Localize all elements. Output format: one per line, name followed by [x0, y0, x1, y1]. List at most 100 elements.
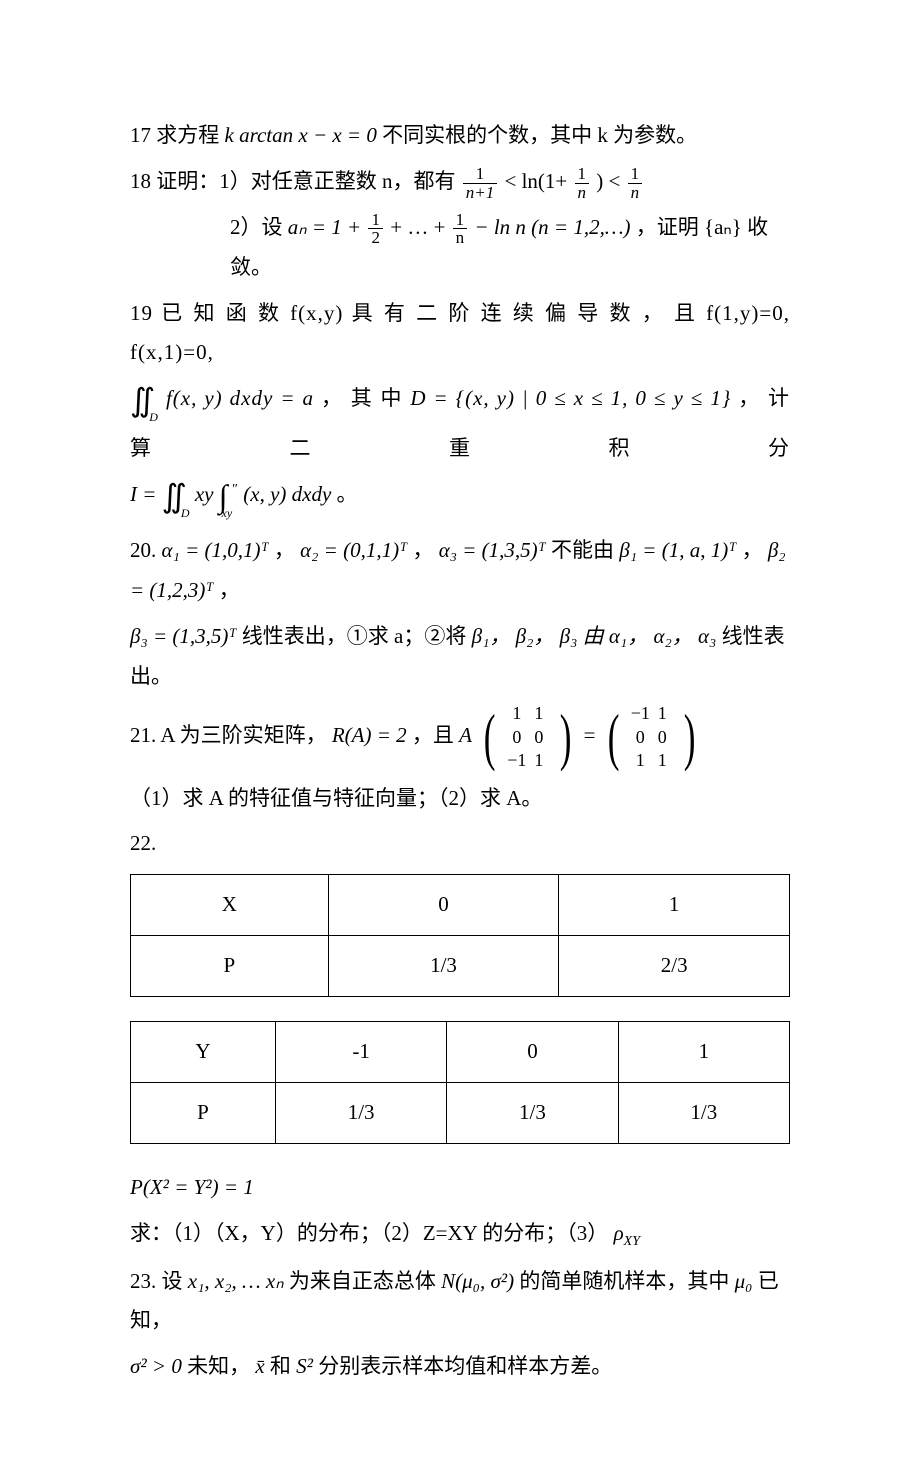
frac-den: 2 — [368, 229, 383, 247]
table-cell: 0 — [328, 875, 559, 936]
q20-list: β₁， β₂， β₃ 由 α₁， α₂， α₃ — [472, 624, 717, 648]
iint-icon: ∬ — [130, 391, 147, 410]
q17-label: 17 — [130, 123, 151, 147]
page: 17 求方程 k arctan x − x = 0 不同实根的个数，其中 k 为… — [0, 0, 920, 1473]
table-cell: 1 — [559, 875, 790, 936]
frac-num: 1 — [628, 165, 643, 184]
matrix-cell: 0 — [651, 726, 673, 749]
iint-D: D — [149, 410, 159, 424]
q23-mid4: 未知， — [187, 1354, 250, 1378]
matrix-cell: 1 — [651, 702, 673, 725]
int-sub: xy — [222, 506, 233, 520]
frac-den: n — [453, 229, 468, 247]
q22-label-line: 22. — [130, 824, 790, 864]
frac-num: 1 — [575, 165, 590, 184]
q18-frac-mid: 1 n — [575, 165, 590, 202]
q23-sample: x₁, x₂, … xₙ — [188, 1269, 284, 1293]
sep: ， — [412, 538, 433, 562]
q20-label: 20. — [130, 538, 156, 562]
q21-rank: R(A) = 2 — [332, 723, 407, 747]
q21-pre: A 为三阶实矩阵， — [160, 723, 326, 747]
q19-mid: ， 其 中 — [321, 386, 403, 410]
q19-label: 19 — [130, 301, 153, 325]
q20-mid1: 不能由 — [551, 538, 614, 562]
frac-num: 1 — [453, 211, 468, 230]
q23-line2: σ² > 0 未知， x̄ 和 S² 分别表示样本均值和样本方差。 — [130, 1347, 790, 1387]
q18-an-pre: aₙ = 1 + — [288, 215, 361, 239]
q20-a1: α₁ = (1,0,1)ᵀ — [162, 538, 269, 562]
q19-line1: 19 已 知 函 数 f(x,y) 具 有 二 阶 连 续 偏 导 数 ， 且 … — [130, 294, 790, 374]
table-row: P 1/3 2/3 — [131, 936, 790, 997]
q23-tail: 分别表示样本均值和样本方差。 — [318, 1354, 612, 1378]
q22-label: 22. — [130, 831, 156, 855]
q22-rho: ρ — [614, 1221, 624, 1245]
table-cell: 1/3 — [618, 1083, 789, 1144]
q19-I: I = — [130, 482, 156, 506]
matrix-cell: 1 — [528, 702, 550, 725]
q18-label: 18 — [130, 169, 151, 193]
q19-xy: xy — [195, 482, 214, 506]
q19-line1-text: 已 知 函 数 f(x,y) 具 有 二 阶 连 续 偏 导 数 ， 且 f(1… — [130, 301, 790, 365]
sep: ， — [742, 538, 763, 562]
q19-period: 。 — [337, 482, 358, 506]
iint-D: D — [181, 506, 190, 520]
sep: ， — [219, 578, 240, 602]
q18-fn: ln(1+ — [522, 169, 568, 193]
frac-den: n+1 — [463, 184, 497, 202]
q20-mid2: 线性表出，①求 a；②将 — [242, 624, 467, 648]
plus2: + — [434, 215, 451, 239]
q18-line2: 2）设 aₙ = 1 + 1 2 + … + 1 n − ln n (n = 1… — [130, 208, 790, 288]
q18-part2-prefix: 2）设 — [230, 215, 283, 239]
matrix-cell: 0 — [528, 726, 550, 749]
table-cell: Y — [131, 1022, 276, 1083]
table-cell: -1 — [275, 1022, 446, 1083]
q21-matrix2: ( −11 00 11 ) — [603, 702, 700, 772]
frac-den: n — [575, 184, 590, 202]
q19-body2: (x, y) dxdy — [243, 482, 331, 506]
plus1: + — [390, 215, 407, 239]
table-cell: 2/3 — [559, 936, 790, 997]
q21-sub-text: （1）求 A 的特征值与特征向量；（2）求 A。 — [130, 786, 542, 810]
table-cell: P — [131, 1083, 276, 1144]
q18-an-t3: 1 n — [453, 211, 468, 248]
q20-b3: β₃ = (1,3,5)ᵀ — [130, 624, 237, 648]
q21-mid: ，且 — [412, 723, 454, 747]
matrix-cell: 1 — [528, 749, 550, 772]
q19-D-def: D = {(x, y) | 0 ≤ x ≤ 1, 0 ≤ y ≤ 1} — [410, 386, 731, 410]
frac-num: 1 — [463, 165, 497, 184]
q22-cond-text: P(X² = Y²) = 1 — [130, 1175, 254, 1199]
q20-line1: 20. α₁ = (1,0,1)ᵀ ， α₂ = (0,1,1)ᵀ ， α₃ =… — [130, 531, 790, 611]
q19-line3: I = ∬D xy ∫xy″ (x, y) dxdy 。 — [130, 475, 790, 525]
q22-table1: X 0 1 P 1/3 2/3 — [130, 874, 790, 997]
table-row: P 1/3 1/3 1/3 — [131, 1083, 790, 1144]
q23-xbar: x̄ — [255, 1354, 264, 1378]
q21-label: 21. — [130, 723, 156, 747]
table-cell: 1 — [618, 1022, 789, 1083]
q20-b1: β₁ = (1, a, 1)ᵀ — [619, 538, 736, 562]
q20-line2: β₃ = (1,3,5)ᵀ 线性表出，①求 a；②将 β₁， β₂， β₃ 由 … — [130, 617, 790, 697]
table-cell: 1/3 — [328, 936, 559, 997]
q23-mid2: 的简单随机样本，其中 — [519, 1269, 729, 1293]
q18-an-post: − ln n (n = 1,2,…) — [474, 215, 630, 239]
q20-a3: α₃ = (1,3,5)ᵀ — [439, 538, 546, 562]
q21-sub: （1）求 A 的特征值与特征向量；（2）求 A。 — [130, 779, 790, 819]
matrix-cell: −1 — [506, 749, 528, 772]
table-cell: 0 — [447, 1022, 618, 1083]
q22-ask-text: 求：（1）（X，Y）的分布；（2）Z=XY 的分布；（3） — [130, 1221, 608, 1245]
q23-pre: 设 — [162, 1269, 183, 1293]
q23-and: 和 — [270, 1354, 291, 1378]
table-cell: P — [131, 936, 329, 997]
q23-label: 23. — [130, 1269, 156, 1293]
q17-middle: 不同实根的个数，其中 k 为参数。 — [382, 123, 697, 147]
q18-frac-left: 1 n+1 — [463, 165, 497, 202]
q19-line2: ∬D f(x, y) dxdy = a ， 其 中 D = {(x, y) | … — [130, 379, 790, 469]
matrix-cell: 1 — [629, 749, 651, 772]
q18-an-t1: 1 2 — [368, 211, 383, 248]
q21-line1: 21. A 为三阶实矩阵， R(A) = 2 ，且 A ( 11 00 −11 … — [130, 702, 790, 772]
matrix-cell: 0 — [629, 726, 651, 749]
q23-dist: N(μ₀, σ²) — [441, 1269, 514, 1293]
q21-A: A — [459, 723, 472, 747]
matrix-cell: 1 — [651, 749, 673, 772]
q23-S2: S² — [296, 1354, 313, 1378]
q18-an-dots: … — [407, 215, 428, 239]
